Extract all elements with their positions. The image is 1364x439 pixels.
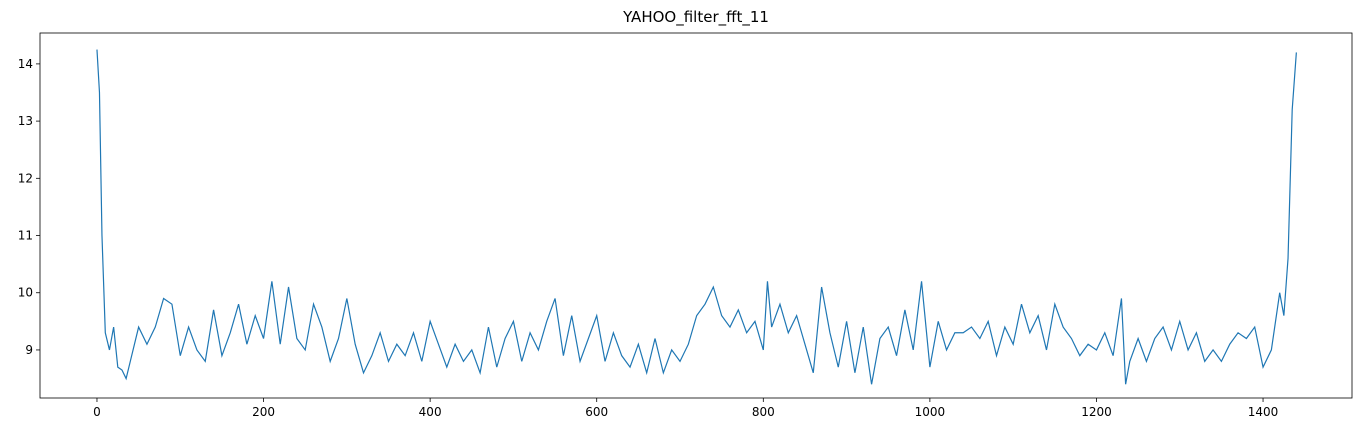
y-tick-label: 14 (18, 57, 33, 71)
y-tick-label: 13 (18, 114, 33, 128)
x-tick-label: 400 (419, 405, 442, 419)
chart-title: YAHOO_filter_fft_11 (622, 8, 769, 27)
line-series (96, 49, 1297, 385)
x-tick-label: 1400 (1248, 405, 1279, 419)
x-tick-label: 1200 (1081, 405, 1112, 419)
y-tick-label: 10 (18, 286, 33, 300)
y-tick-label: 12 (18, 171, 33, 185)
x-tick-label: 800 (752, 405, 775, 419)
x-tick-label: 0 (93, 405, 101, 419)
x-tick-label: 600 (585, 405, 608, 419)
x-tick-label: 1000 (915, 405, 946, 419)
x-tick-label: 200 (252, 405, 275, 419)
plot-frame (39, 32, 1353, 399)
y-tick-label: 9 (25, 343, 33, 357)
y-tick-label: 11 (18, 229, 33, 243)
